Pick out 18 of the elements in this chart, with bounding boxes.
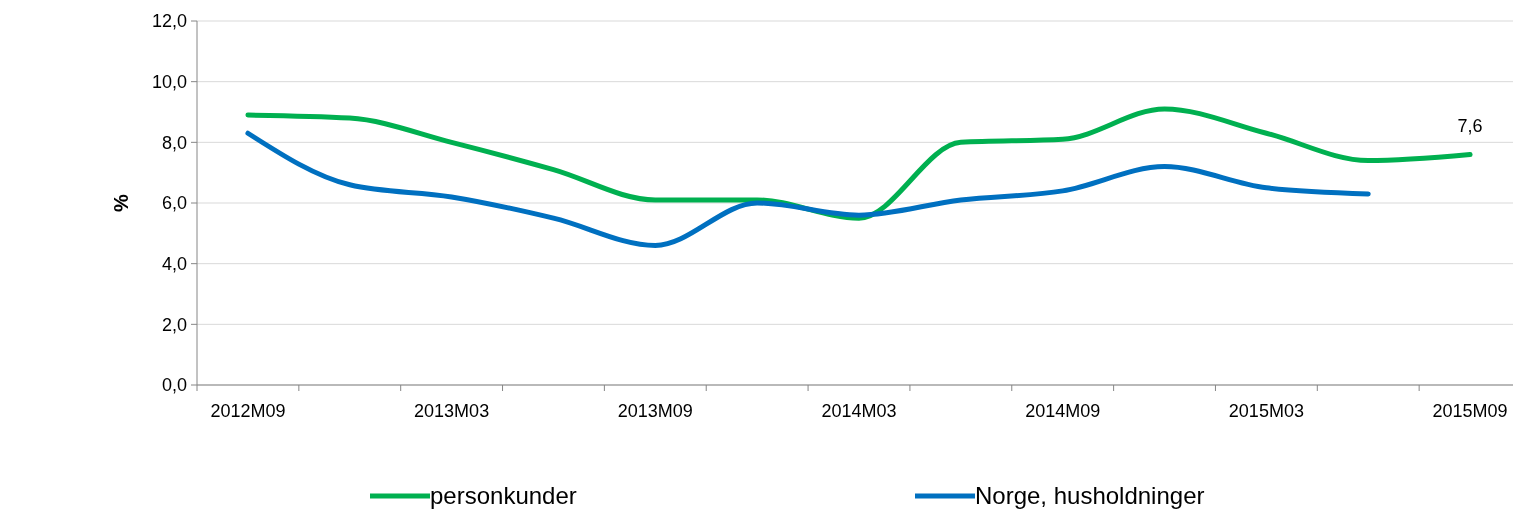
x-tick-label: 2014M03 bbox=[821, 401, 897, 421]
legend-label: personkunder bbox=[430, 482, 577, 510]
x-tick-label: 2014M09 bbox=[1025, 401, 1101, 421]
y-axis-title: % bbox=[110, 193, 132, 212]
data-label: 7,6 bbox=[1457, 116, 1483, 137]
y-tick-label: 4,0 bbox=[161, 253, 187, 274]
legend-label: Norge, husholdninger bbox=[975, 482, 1205, 510]
x-tick-label: 2012M09 bbox=[210, 401, 286, 421]
x-tick-label: 2015M03 bbox=[1228, 401, 1304, 421]
y-tick-label: 2,0 bbox=[161, 314, 187, 335]
x-tick-label: 2015M09 bbox=[1432, 401, 1508, 421]
y-tick-label: 8,0 bbox=[161, 132, 187, 153]
y-tick-label: 12,0 bbox=[151, 11, 187, 32]
y-tick-label: 0,0 bbox=[161, 375, 187, 396]
y-tick-label: 6,0 bbox=[161, 193, 187, 214]
x-tick-label: 2013M03 bbox=[414, 401, 490, 421]
y-tick-label: 10,0 bbox=[151, 71, 187, 92]
x-tick-label: 2013M09 bbox=[617, 401, 693, 421]
